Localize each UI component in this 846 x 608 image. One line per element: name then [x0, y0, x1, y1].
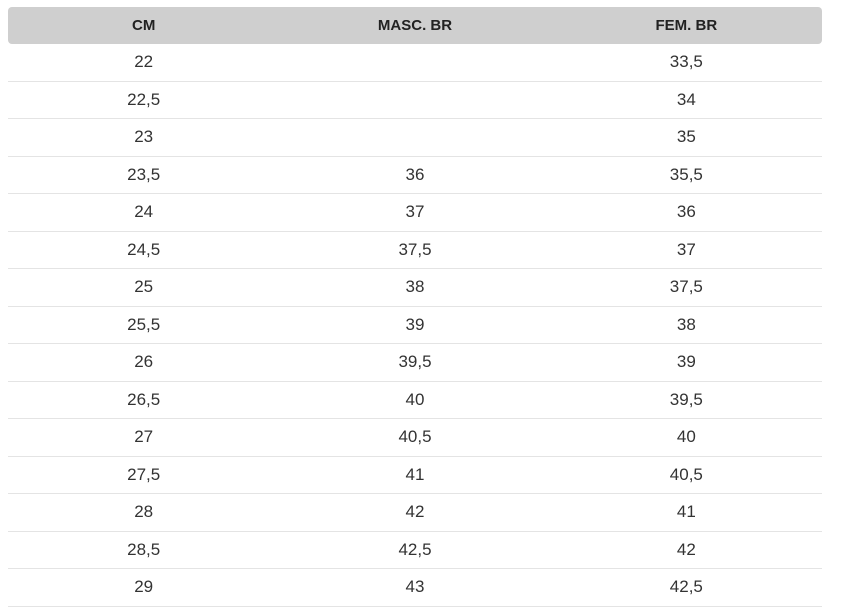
table-row: 28 42 41 — [8, 494, 822, 532]
cell-masc-br: 40 — [279, 382, 551, 419]
table-row: 29 43 42,5 — [8, 569, 822, 607]
cell-masc-br: 37 — [279, 194, 551, 232]
cell-masc-br: 41 — [279, 457, 551, 494]
cell-fem-br: 40 — [550, 419, 822, 457]
table-row: 28,5 42,5 42 — [8, 532, 822, 569]
cell-masc-br — [279, 82, 551, 119]
cell-masc-br: 36 — [279, 157, 551, 194]
cell-cm: 25 — [8, 269, 280, 307]
cell-masc-br: 39,5 — [279, 344, 551, 382]
cell-cm: 28,5 — [8, 532, 280, 569]
table-row: 24,5 37,5 37 — [8, 232, 822, 269]
cell-cm: 26 — [8, 344, 280, 382]
header-row: CM MASC. BR FEM. BR — [8, 7, 822, 44]
table-row: 22,5 34 — [8, 82, 822, 119]
cell-cm: 26,5 — [8, 382, 280, 419]
cell-cm: 29 — [8, 569, 280, 607]
cell-cm: 27 — [8, 419, 280, 457]
header-fem-br: FEM. BR — [550, 7, 822, 44]
cell-fem-br: 40,5 — [550, 457, 822, 494]
cell-masc-br: 42,5 — [279, 532, 551, 569]
cell-cm: 24 — [8, 194, 280, 232]
cell-fem-br: 35,5 — [550, 157, 822, 194]
cell-masc-br: 43 — [279, 569, 551, 607]
table-row: 24 37 36 — [8, 194, 822, 232]
cell-cm: 28 — [8, 494, 280, 532]
size-chart-table: CM MASC. BR FEM. BR 22 33,5 22,5 34 23 35 23,5… — [8, 7, 822, 607]
cell-masc-br: 37,5 — [279, 232, 551, 269]
cell-cm: 22 — [8, 44, 280, 82]
cell-fem-br: 35 — [550, 119, 822, 157]
table-row: 27,5 41 40,5 — [8, 457, 822, 494]
table-row: 25,5 39 38 — [8, 307, 822, 344]
cell-fem-br: 34 — [550, 82, 822, 119]
cell-masc-br: 40,5 — [279, 419, 551, 457]
cell-fem-br: 41 — [550, 494, 822, 532]
table-row: 27 40,5 40 — [8, 419, 822, 457]
cell-fem-br: 33,5 — [550, 44, 822, 82]
cell-cm: 24,5 — [8, 232, 280, 269]
table-row: 23 35 — [8, 119, 822, 157]
table-row: 22 33,5 — [8, 44, 822, 82]
table-row: 23,5 36 35,5 — [8, 157, 822, 194]
cell-masc-br — [279, 44, 551, 82]
cell-cm: 23,5 — [8, 157, 280, 194]
header-masc-br: MASC. BR — [279, 7, 551, 44]
cell-fem-br: 42 — [550, 532, 822, 569]
cell-masc-br: 38 — [279, 269, 551, 307]
cell-cm: 23 — [8, 119, 280, 157]
cell-fem-br: 38 — [550, 307, 822, 344]
cell-masc-br — [279, 119, 551, 157]
table-row: 26 39,5 39 — [8, 344, 822, 382]
cell-cm: 22,5 — [8, 82, 280, 119]
cell-masc-br: 42 — [279, 494, 551, 532]
cell-cm: 25,5 — [8, 307, 280, 344]
cell-fem-br: 37,5 — [550, 269, 822, 307]
cell-cm: 27,5 — [8, 457, 280, 494]
cell-fem-br: 36 — [550, 194, 822, 232]
cell-fem-br: 39,5 — [550, 382, 822, 419]
cell-fem-br: 39 — [550, 344, 822, 382]
table-row: 25 38 37,5 — [8, 269, 822, 307]
cell-fem-br: 42,5 — [550, 569, 822, 607]
table-row: 26,5 40 39,5 — [8, 382, 822, 419]
cell-fem-br: 37 — [550, 232, 822, 269]
cell-masc-br: 39 — [279, 307, 551, 344]
header-cm: CM — [8, 7, 280, 44]
